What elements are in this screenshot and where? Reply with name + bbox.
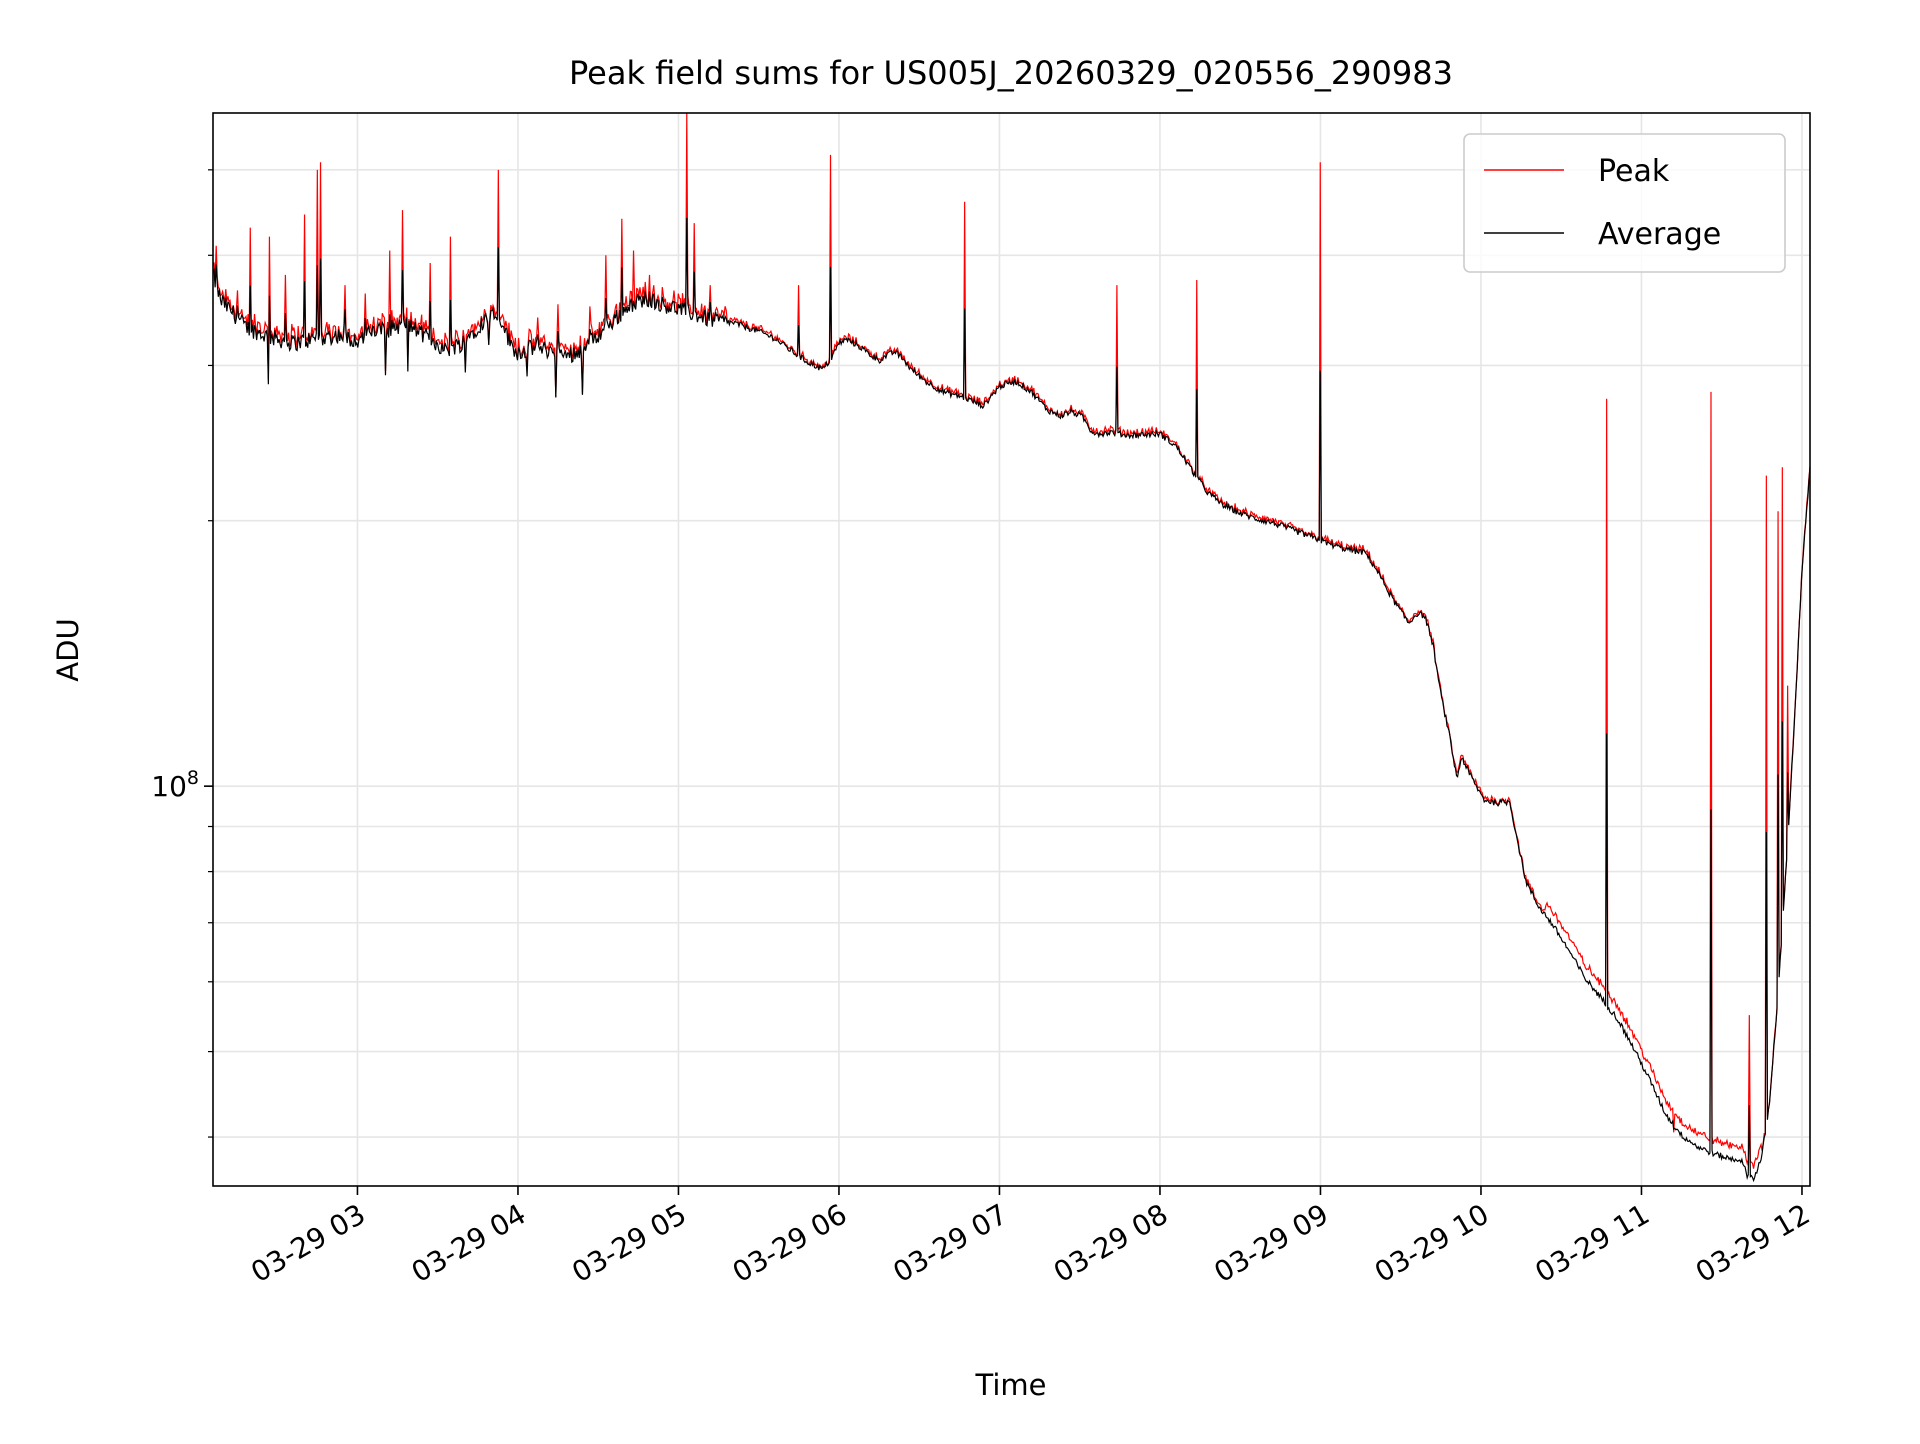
x-axis-label: Time [975, 1368, 1047, 1402]
legend-label-average: Average [1598, 217, 1721, 252]
legend: Peak Average [1463, 133, 1786, 273]
average-series-line [212, 217, 1811, 1183]
peak-series-line [212, 112, 1811, 1169]
y-axis-label: ADU [51, 618, 85, 681]
plot-frame [212, 112, 1811, 1187]
series-layer [212, 112, 1811, 1183]
chart-title: Peak field sums for US005J_20260329_0205… [569, 54, 1453, 92]
legend-label-peak: Peak [1598, 154, 1670, 189]
y-tick-label: 108 [151, 767, 199, 803]
legend-box [1463, 133, 1786, 273]
